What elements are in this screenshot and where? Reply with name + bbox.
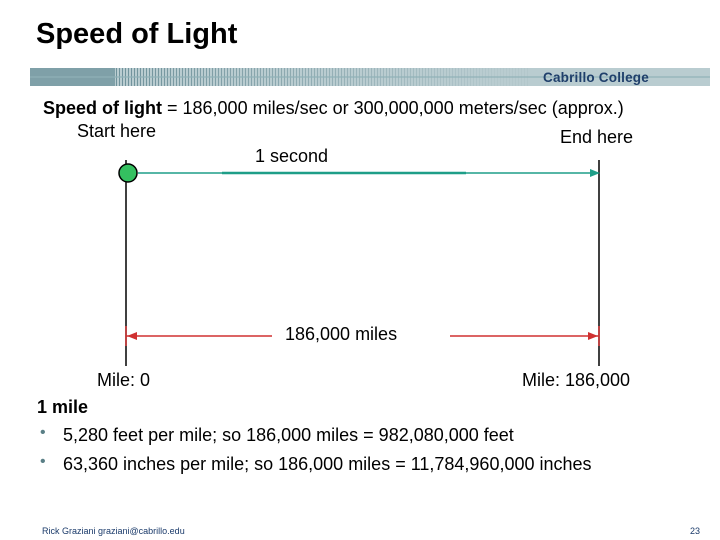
headline-rest: = 186,000 miles/sec or 300,000,000 meter… xyxy=(162,98,624,118)
bullet-icon: • xyxy=(40,424,46,441)
slide-title: Speed of Light xyxy=(36,18,238,50)
dimension-arrow-left xyxy=(127,332,137,340)
light-source-dot xyxy=(118,163,138,183)
dimension-arrow-right xyxy=(588,332,598,340)
distance-label: 186,000 miles xyxy=(285,324,398,344)
end-label: End here xyxy=(560,127,634,147)
bullet-icon: • xyxy=(40,453,46,470)
footer-author: Rick Graziani graziani@cabrillo.edu xyxy=(42,526,185,536)
mile-start-label: Mile: 0 xyxy=(97,370,151,390)
header-banner-stripes xyxy=(30,68,710,86)
mile-end-label: Mile: 186,000 xyxy=(522,370,631,390)
light-path-arrowhead xyxy=(590,169,600,177)
bullet-item-inches: 63,360 inches per mile; so 186,000 miles… xyxy=(63,454,592,474)
bullet-item-feet: 5,280 feet per mile; so 186,000 miles = … xyxy=(63,425,514,445)
headline: Speed of light = 186,000 miles/sec or 30… xyxy=(43,98,624,119)
time-label: 1 second xyxy=(255,146,329,166)
page-number: 23 xyxy=(690,526,701,536)
headline-bold: Speed of light xyxy=(43,98,162,118)
section-heading: 1 mile xyxy=(37,397,89,417)
start-label: Start here xyxy=(77,121,157,141)
brand-logo-text: Cabrillo College xyxy=(543,70,649,85)
